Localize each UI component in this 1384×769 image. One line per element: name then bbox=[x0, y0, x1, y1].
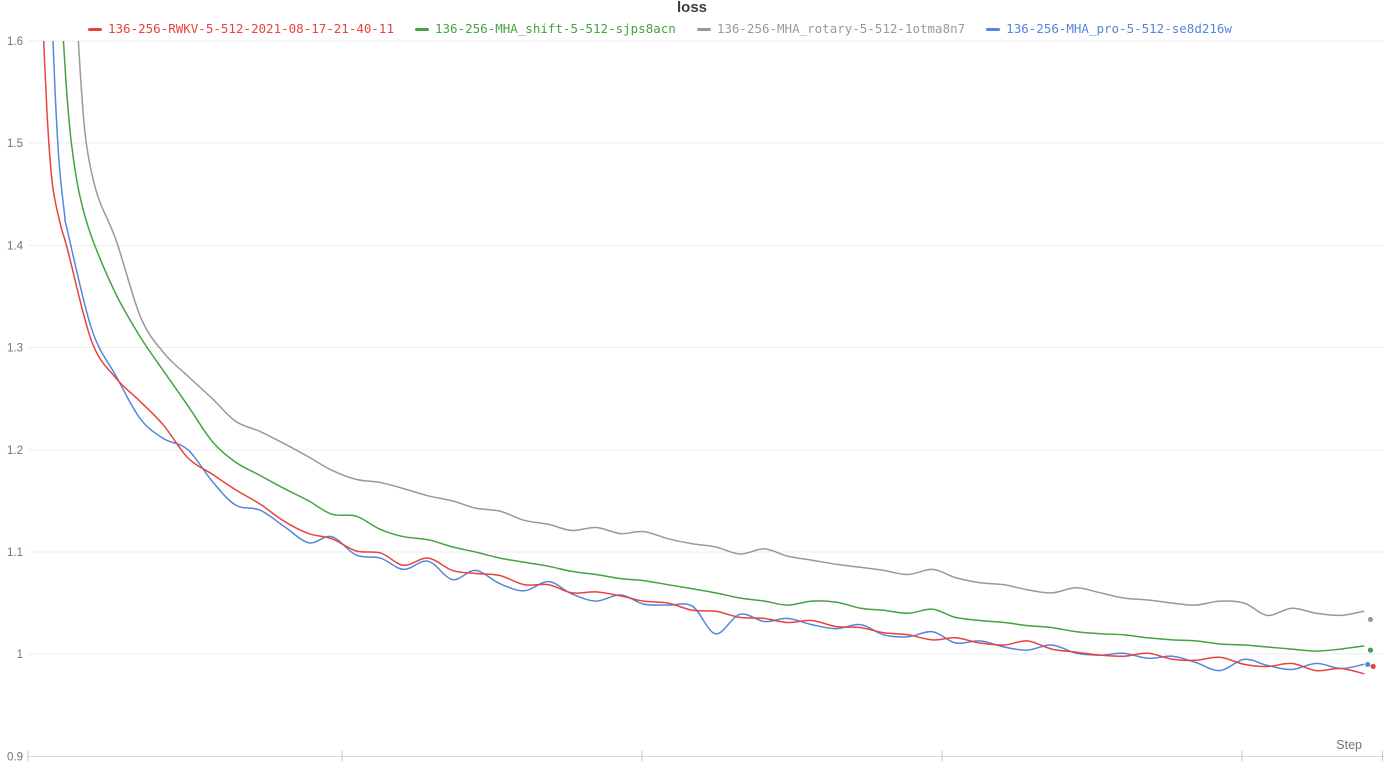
legend: 136-256-RWKV-5-512-2021-08-17-21-40-11 13… bbox=[88, 22, 1232, 36]
series-line bbox=[77, 41, 1365, 617]
y-tick-label: 1.5 bbox=[7, 138, 23, 150]
y-tick-label: 0.9 bbox=[7, 751, 23, 763]
y-tick-label: 1.4 bbox=[7, 240, 24, 252]
series-line bbox=[42, 41, 1365, 675]
legend-item[interactable]: 136-256-MHA_rotary-5-512-1otma8n7 bbox=[696, 21, 966, 36]
legend-item[interactable]: 136-256-RWKV-5-512-2021-08-17-21-40-11 bbox=[88, 22, 394, 36]
legend-line-icon bbox=[414, 27, 429, 31]
y-tick-label: 1.3 bbox=[7, 343, 23, 355]
legend-line-icon bbox=[696, 27, 711, 31]
series-line bbox=[62, 41, 1365, 652]
panel-title: loss bbox=[676, 0, 707, 16]
y-tick-label: 1.1 bbox=[7, 547, 23, 559]
y-tick-label: 1.2 bbox=[7, 445, 23, 457]
legend-item[interactable]: 136-256-MHA_pro-5-512-se8d216w bbox=[986, 22, 1232, 36]
legend-label: 136-256-MHA_shift-5-512-sjps8acn bbox=[434, 21, 676, 36]
legend-label: 136-256-RWKV-5-512-2021-08-17-21-40-11 bbox=[108, 21, 394, 36]
legend-line-icon bbox=[88, 27, 102, 31]
series-end-dot bbox=[1365, 661, 1371, 668]
legend-label: 136-256-MHA_pro-5-512-se8d216w bbox=[1006, 21, 1232, 36]
y-tick-label: 1.6 bbox=[7, 36, 23, 48]
series-end-dot bbox=[1367, 616, 1374, 623]
y-tick-label: 1 bbox=[17, 649, 23, 661]
series-end-dot bbox=[1370, 663, 1376, 670]
legend-line-icon bbox=[986, 27, 1001, 31]
legend-item[interactable]: 136-256-MHA_shift-5-512-sjps8acn bbox=[414, 21, 676, 36]
legend-label: 136-256-MHA_rotary-5-512-1otma8n7 bbox=[716, 21, 966, 36]
x-axis-label: Step bbox=[1336, 738, 1362, 752]
series-end-dot bbox=[1367, 647, 1374, 653]
series-line bbox=[52, 41, 1365, 672]
